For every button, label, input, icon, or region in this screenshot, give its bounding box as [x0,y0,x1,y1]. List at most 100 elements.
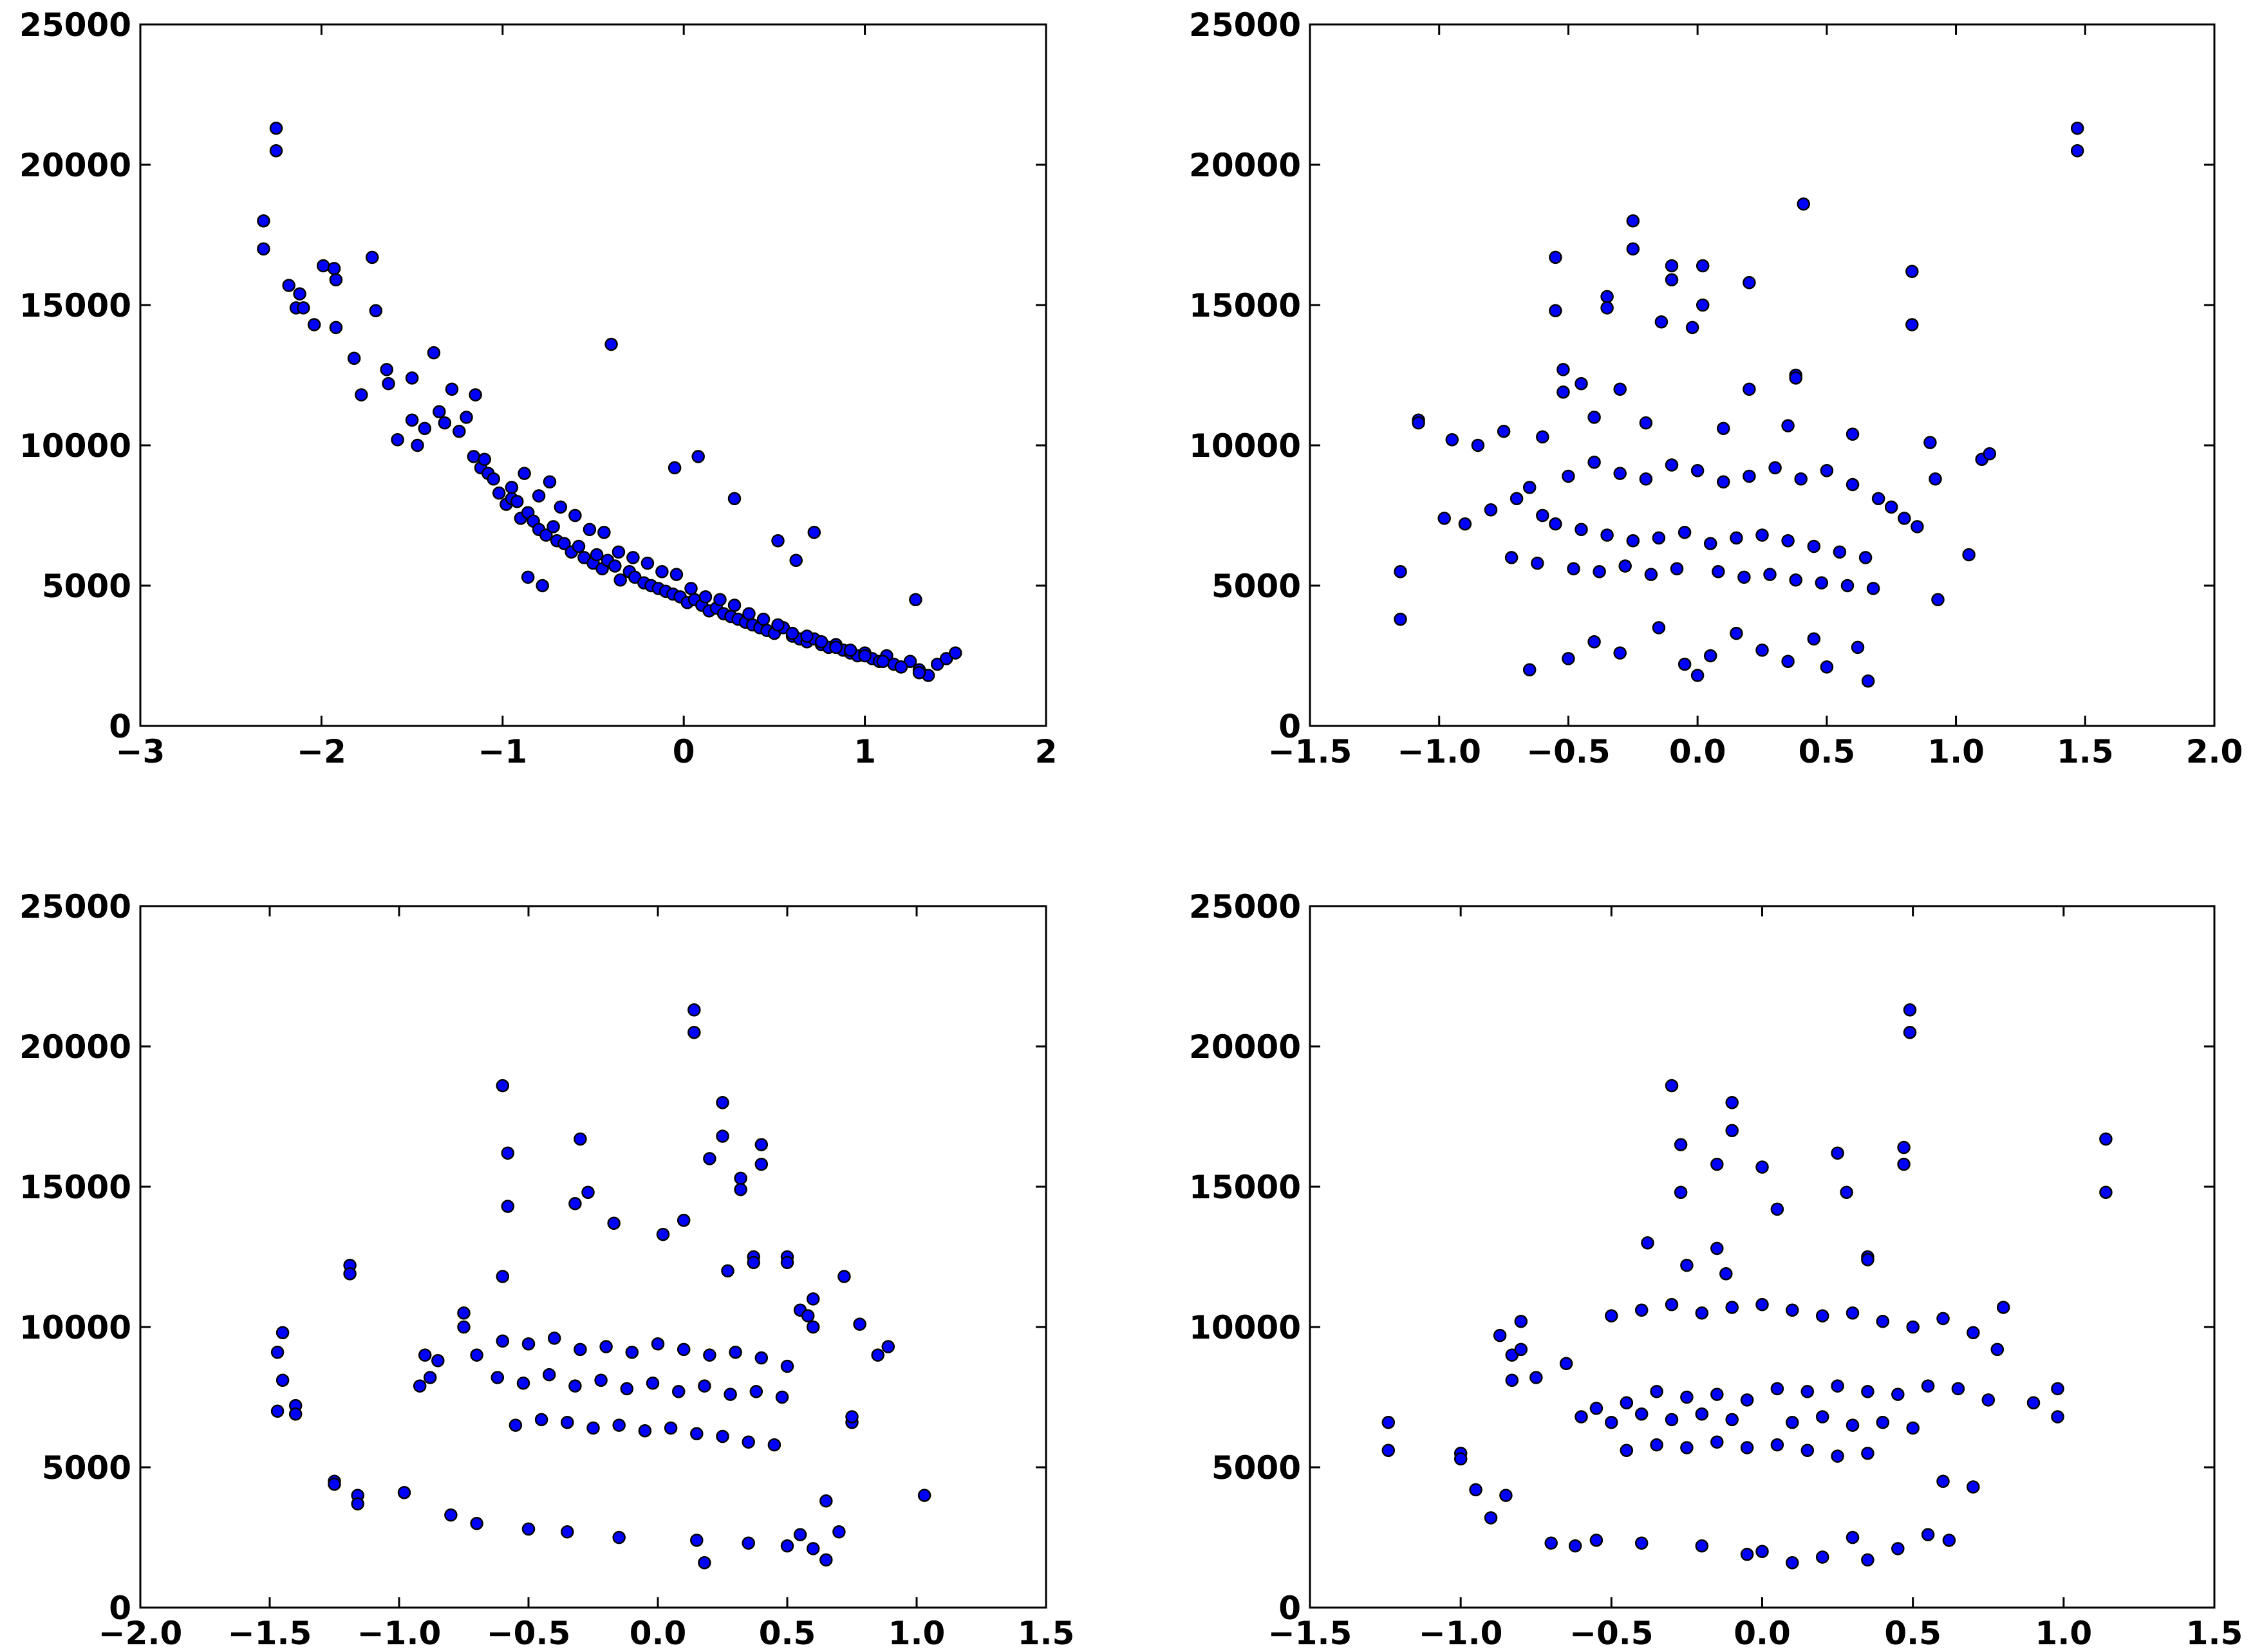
scatter-point [1600,301,1614,315]
scatter-point [806,1542,820,1555]
scatter-point [1575,523,1588,537]
scatter-point [767,1438,781,1452]
y-tick-label: 10000 [19,1309,131,1346]
scatter-point [1807,539,1821,553]
x-tick-label: 1.0 [2035,1615,2093,1652]
scatter-point [539,528,553,542]
scatter-point [1504,551,1519,564]
scatter-point [716,1129,729,1143]
scatter-point [607,1216,621,1230]
scatter-point [829,640,843,654]
scatter-point [734,1171,747,1185]
scatter-point [1725,1301,1739,1314]
scatter-point [1800,1385,1815,1398]
scatter-point [1846,427,1860,441]
scatter-point [1639,472,1653,486]
scatter-point [1549,250,1562,265]
scatter-point [351,1497,364,1510]
scatter-point [1794,472,1808,486]
x-tick-label: −1.0 [1419,1615,1502,1652]
scatter-point [734,1183,747,1196]
scatter-point [1589,1534,1603,1547]
scatter-point [599,1340,613,1353]
scatter-point [1820,463,1834,478]
scatter-point [1861,1446,1874,1460]
scatter-point [405,413,419,427]
scatter-point [418,1348,432,1362]
scatter-point [1815,1410,1829,1424]
scatter-point [1710,1387,1724,1401]
scatter-point [423,1371,437,1384]
x-tick-label: 0 [673,733,695,770]
scatter-point [257,214,270,228]
scatter-point [438,416,452,430]
scatter-point [547,520,560,534]
scatter-point [492,486,506,500]
scatter-point [806,1320,820,1334]
x-tick-label: −0.5 [487,1615,570,1652]
scatter-point [1575,376,1588,391]
scatter-point [1587,635,1601,649]
scatter-point [881,1340,895,1353]
scatter-point [1536,430,1549,444]
scatter-point [1763,568,1777,581]
scatter-point [1568,1539,1582,1553]
scatter-point [780,1359,794,1373]
scatter-point [1815,1550,1829,1564]
scatter-point [807,525,821,539]
scatter-point [505,481,519,494]
scatter-point [418,422,432,436]
scatter-point [1846,1306,1860,1320]
scatter-point [1770,1382,1784,1396]
scatter-point [1674,1185,1688,1199]
scatter-point [1703,649,1717,663]
x-tick-label: −0.5 [1526,733,1610,770]
scatter-point [912,665,926,680]
x-tick-label: −2 [297,733,346,770]
scatter-point [1618,559,1632,573]
scatter-point [1770,1202,1784,1216]
scatter-point [478,452,491,467]
x-tick-label: 0.0 [630,1615,687,1652]
scatter-point [1923,436,1937,449]
scatter-point [457,1320,471,1334]
scatter-point [1740,1393,1754,1407]
scatter-point [1897,1140,1911,1155]
scatter-point [516,1376,530,1390]
scatter-point [1634,1303,1649,1317]
y-tick-label: 20000 [1189,1028,1301,1066]
scatter-point [297,301,310,315]
scatter-point [433,405,446,418]
scatter-point [1650,1385,1663,1398]
scatter-point [664,1421,678,1435]
scatter-point [276,1373,290,1387]
scatter-point [1903,1003,1917,1017]
scatter-point [568,508,582,523]
scatter-point [1846,478,1860,492]
scatter-point [1587,455,1601,469]
scatter-point [397,1485,411,1499]
scatter-point [1800,1443,1815,1458]
scatter-point [1587,411,1601,424]
x-tick-label: 1.5 [2057,733,2114,770]
scatter-point [1861,1253,1874,1267]
scatter-point [1861,674,1875,688]
scatter-point [257,242,270,256]
scatter-point [1884,500,1898,514]
y-tick-label: 5000 [1211,568,1301,605]
x-tick-label: 0.0 [1669,733,1726,770]
x-tick-label: 0.0 [1734,1615,1791,1652]
scatter-point [1620,1396,1634,1409]
scatter-point [1600,290,1614,304]
scatter-point [677,1214,691,1227]
scatter-point [625,1345,639,1359]
scatter-point [293,287,306,301]
scatter-point [1680,1258,1694,1272]
x-tick-label: 1.0 [888,1615,946,1652]
scatter-point [1650,1438,1663,1452]
scatter-point [1737,570,1751,584]
scatter-point [894,660,908,674]
scatter-point [747,1256,760,1269]
scatter-point [703,1348,716,1362]
scatter-point [780,1256,794,1269]
